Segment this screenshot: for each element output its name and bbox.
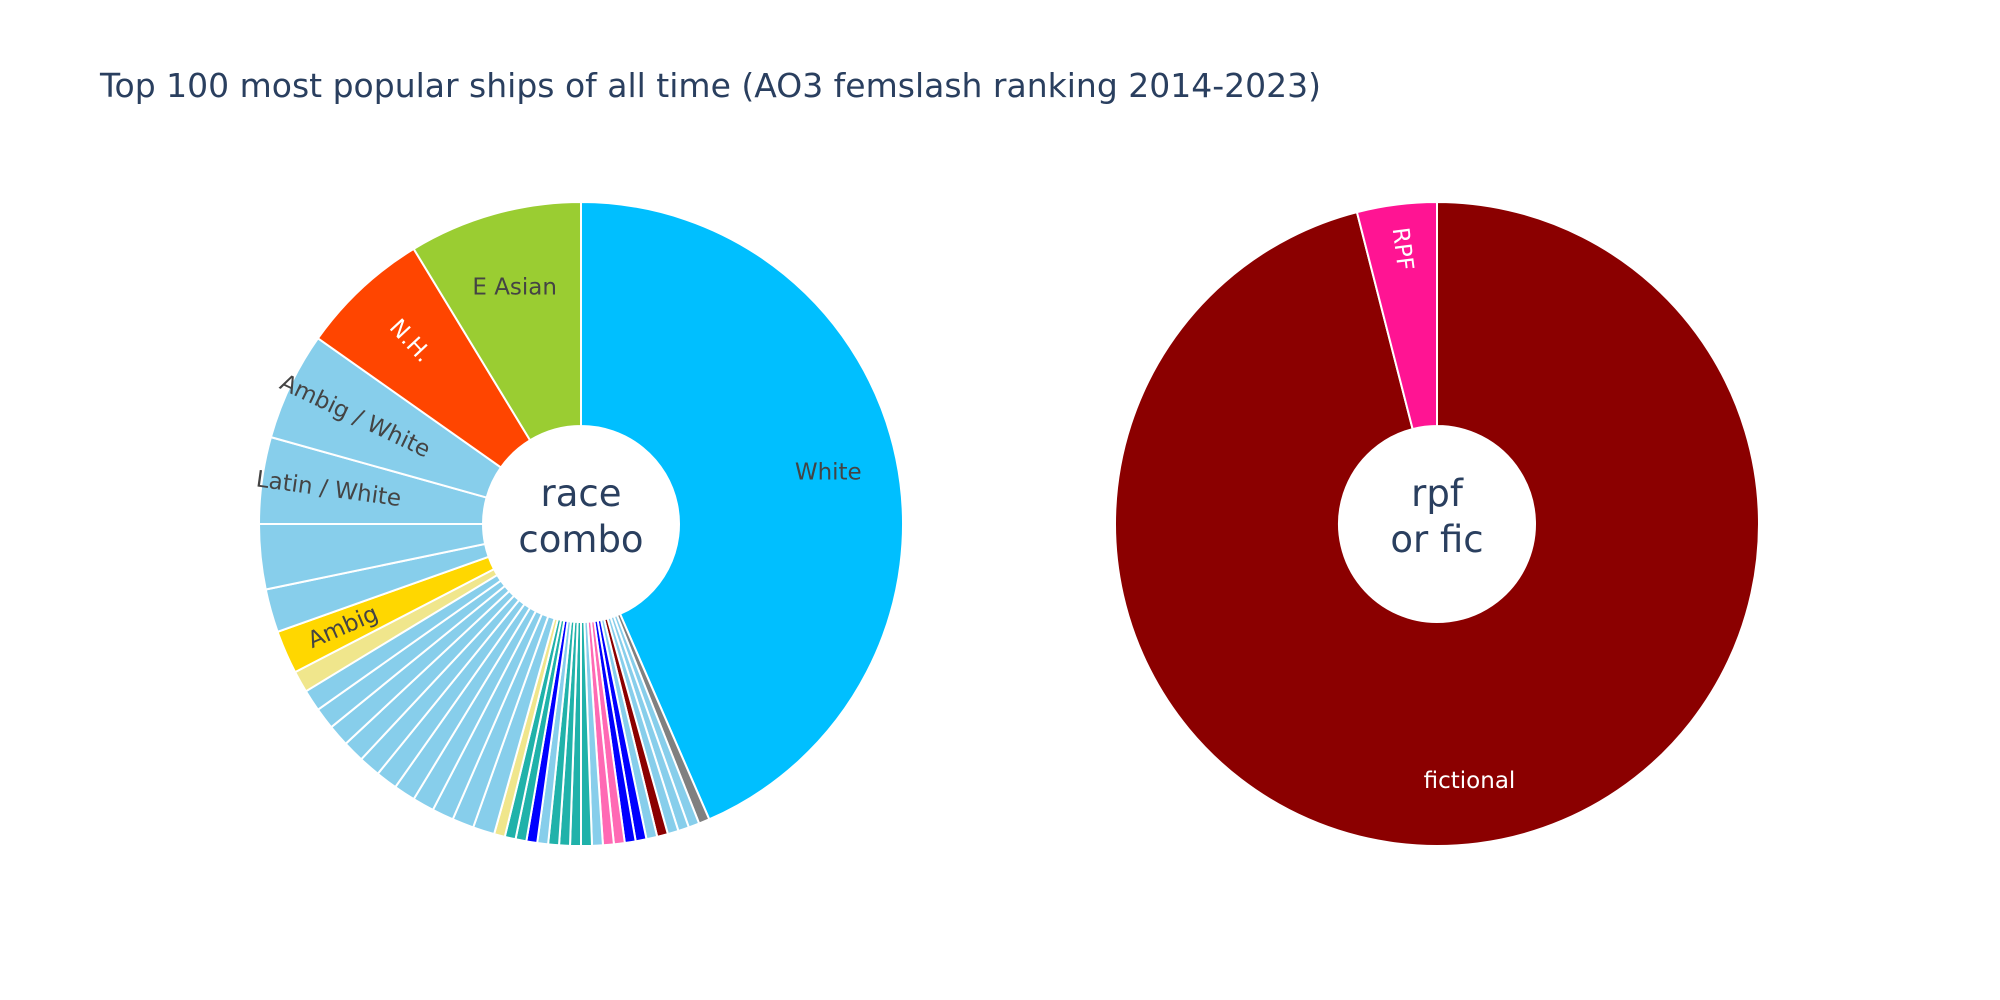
hole-label-line: or fic [1390, 518, 1483, 561]
slice-label-rpf: RPF [1387, 226, 1418, 272]
hole-label: rpf or fic [1390, 472, 1483, 561]
hole-label-line: combo [518, 518, 643, 561]
slice-white[interactable] [580, 200, 904, 821]
rpf-or-fic-donut: rpf or fic fictional RPF [1114, 200, 1760, 847]
slice-label-white: White [795, 460, 862, 486]
slice-label-fictional: fictional [1424, 768, 1516, 794]
hole-label-line: rpf [1411, 472, 1464, 515]
slice-rpf[interactable] [1355, 200, 1438, 431]
slice-label-e-asian: E Asian [472, 274, 557, 300]
hole-label-line: race [541, 472, 622, 515]
hole-label: race combo [518, 472, 643, 561]
page-title: Top 100 most popular ships of all time (… [100, 66, 1322, 105]
slice-e-asian[interactable] [412, 200, 582, 442]
slice-fictional[interactable] [1114, 200, 1760, 847]
